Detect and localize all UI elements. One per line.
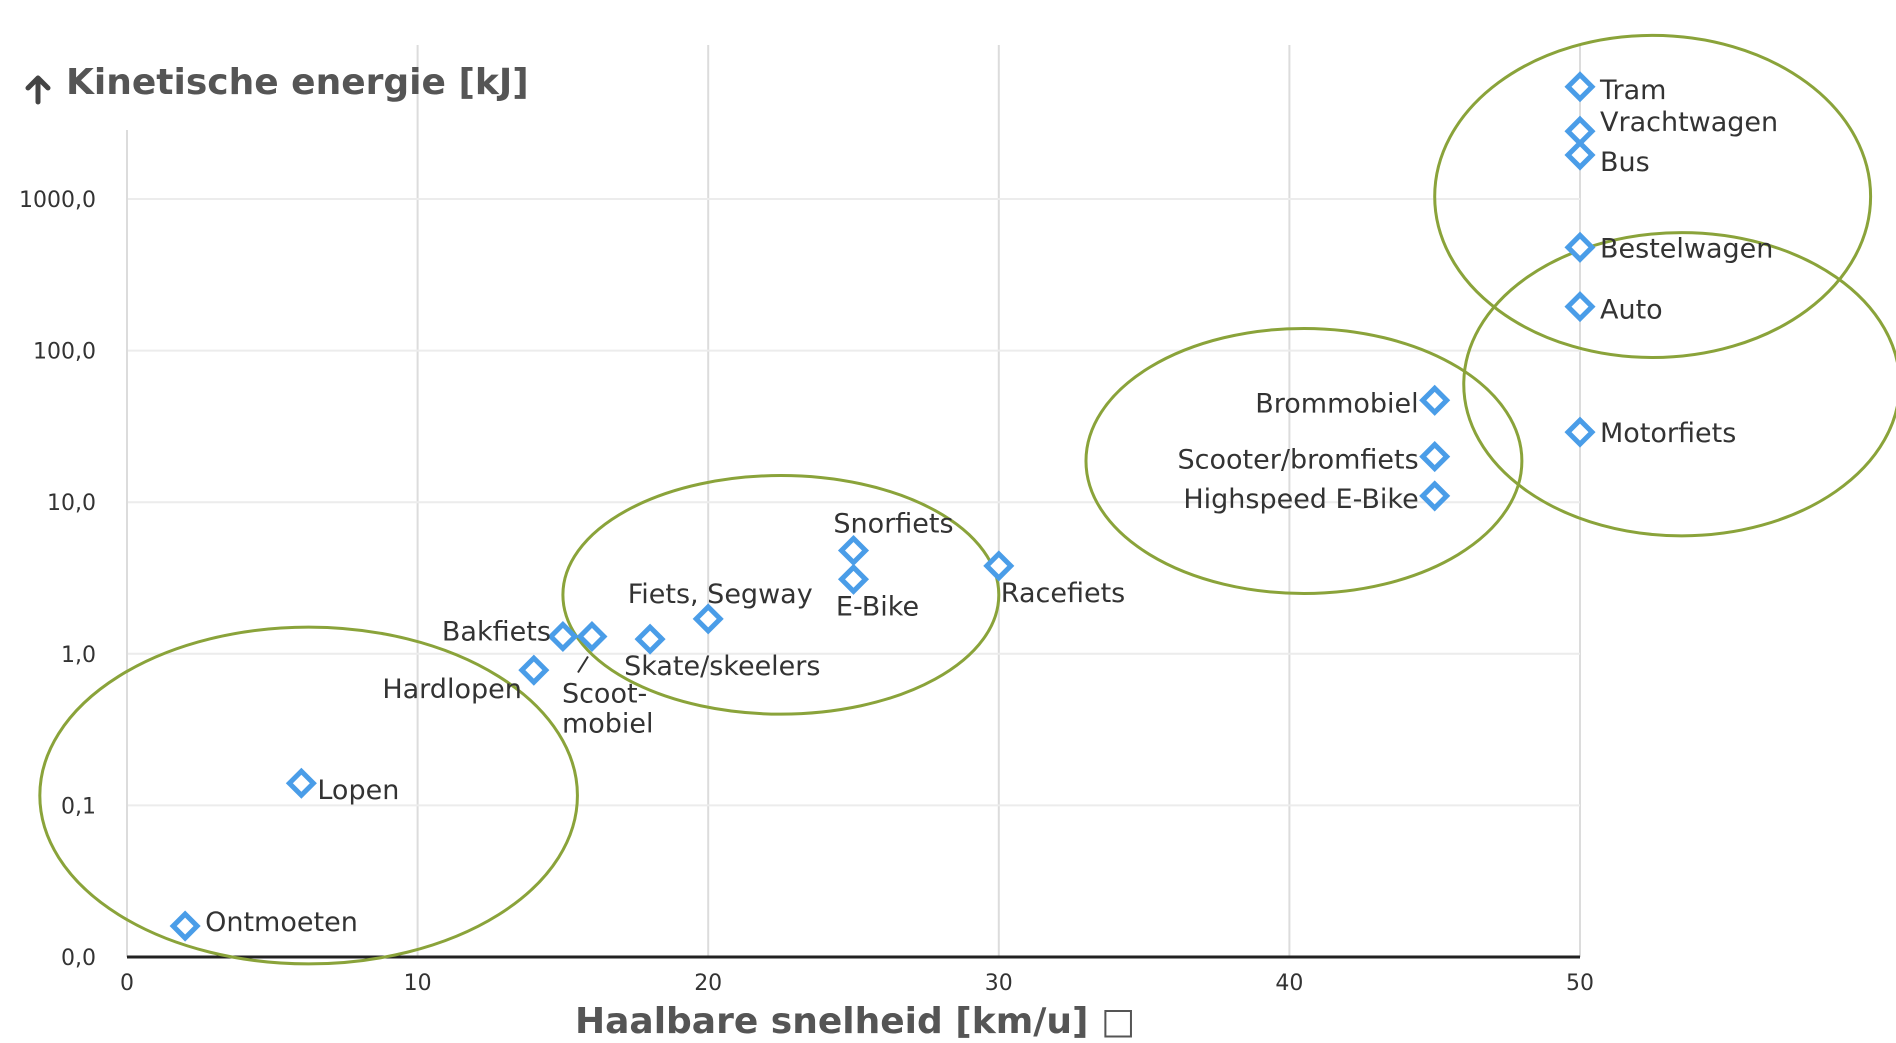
point-label: Tram bbox=[1599, 75, 1666, 106]
point-label: Ontmoeten bbox=[205, 907, 358, 938]
y-tick-label: 1,0 bbox=[61, 643, 96, 668]
point-labels: Ontmoeten Lopen Hardlopen Bakfiets Scoot-mob… bbox=[205, 75, 1778, 938]
y-tick-label: 0,0 bbox=[61, 946, 96, 971]
group-ellipse bbox=[1433, 33, 1873, 360]
x-tick-label: 10 bbox=[404, 971, 432, 996]
data-point-marker bbox=[692, 603, 724, 635]
y-axis-label: Kinetische energie [kJ] bbox=[66, 62, 529, 103]
arrow-up-icon bbox=[25, 75, 51, 105]
data-point-marker bbox=[1419, 441, 1451, 473]
point-label: Fiets, Segway bbox=[628, 579, 813, 610]
point-label: Highspeed E-Bike bbox=[1183, 484, 1418, 515]
x-tick-label: 0 bbox=[120, 971, 134, 996]
point-label: Auto bbox=[1600, 295, 1663, 326]
axes bbox=[126, 130, 1580, 959]
data-point-marker bbox=[1564, 291, 1596, 323]
point-label: Lopen bbox=[317, 775, 399, 806]
point-label: Vrachtwagen bbox=[1600, 107, 1778, 138]
y-tick-label: 10,0 bbox=[47, 491, 96, 516]
grid-lines bbox=[127, 45, 1581, 957]
data-point-marker bbox=[169, 910, 201, 942]
point-label: Brommobiel bbox=[1255, 388, 1418, 419]
x-tick-label: 50 bbox=[1566, 971, 1594, 996]
data-point-marker bbox=[1419, 480, 1451, 512]
data-point-marker bbox=[1564, 231, 1596, 263]
data-point-marker bbox=[1419, 384, 1451, 416]
data-point-marker bbox=[1564, 139, 1596, 171]
data-point-marker bbox=[1564, 71, 1596, 103]
x-tick-label: 40 bbox=[1275, 971, 1303, 996]
group-ellipses bbox=[38, 33, 1896, 966]
leader-line bbox=[577, 655, 589, 674]
y-axis-title: Kinetische energie [kJ] bbox=[25, 62, 529, 105]
group-ellipse bbox=[561, 474, 1001, 716]
y-tick-label: 100,0 bbox=[33, 340, 96, 365]
data-point-marker bbox=[518, 654, 550, 686]
group-ellipse bbox=[38, 625, 579, 966]
data-points bbox=[169, 71, 1596, 942]
group-ellipse bbox=[1084, 326, 1524, 595]
point-label: Scooter/bromfiets bbox=[1178, 445, 1419, 476]
data-point-marker bbox=[837, 534, 870, 567]
x-axis-label: Haalbare snelheid [km/u] □ bbox=[575, 1001, 1135, 1042]
point-label: Bus bbox=[1600, 147, 1650, 178]
point-label: Scoot-mobiel bbox=[562, 679, 654, 740]
data-point-marker bbox=[983, 550, 1015, 582]
point-label: Motorfiets bbox=[1600, 418, 1736, 449]
point-label: Skate/skeelers bbox=[624, 651, 820, 682]
point-label: E-Bike bbox=[836, 591, 919, 622]
x-tick-label: 30 bbox=[985, 971, 1013, 996]
data-point-marker bbox=[634, 623, 666, 655]
point-label: Bakfiets bbox=[442, 617, 551, 648]
data-point-marker bbox=[1564, 416, 1596, 448]
point-label: Hardlopen bbox=[382, 674, 522, 705]
data-point-marker bbox=[837, 563, 870, 595]
point-label: Snorfiets bbox=[833, 509, 953, 540]
x-tick-label: 20 bbox=[694, 971, 722, 996]
data-point-marker bbox=[285, 767, 317, 799]
point-label: Racefiets bbox=[1001, 578, 1125, 609]
data-point-marker bbox=[547, 620, 579, 653]
point-label: Bestelwagen bbox=[1600, 233, 1773, 264]
tick-labels: 0 10 20 30 40 50 0,0 0,1 1,0 10,0 100,0 1000,0 bbox=[19, 188, 1594, 996]
data-point-marker bbox=[576, 620, 608, 653]
group-ellipse bbox=[1462, 231, 1896, 538]
y-tick-label: 1000,0 bbox=[19, 188, 96, 213]
y-tick-label: 0,1 bbox=[61, 794, 96, 819]
